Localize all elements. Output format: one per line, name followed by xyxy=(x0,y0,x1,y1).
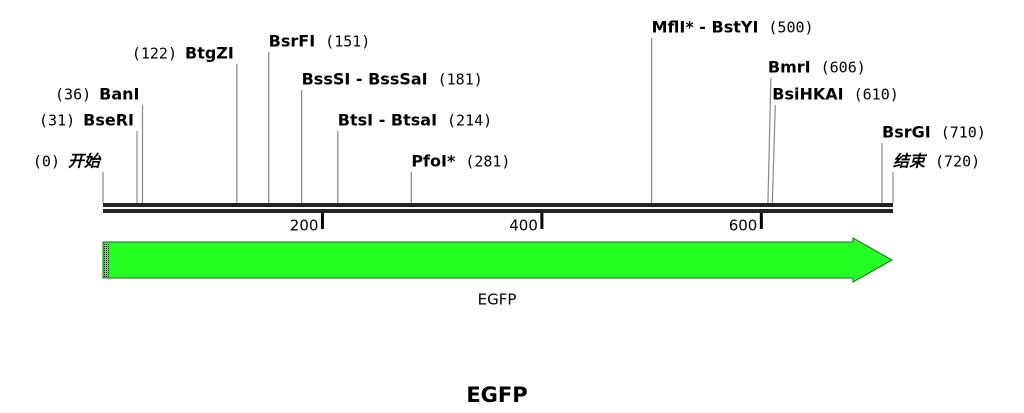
tick-label: 400 xyxy=(509,217,538,235)
site-line xyxy=(771,104,776,204)
site-position: (31) xyxy=(39,112,75,130)
site-line xyxy=(767,77,772,204)
site-position: (500) xyxy=(768,19,813,37)
site-position: (151) xyxy=(325,33,370,51)
site-name: BtgZI xyxy=(185,44,234,63)
site-position: (122) xyxy=(132,45,177,63)
site-position: (214) xyxy=(447,112,492,130)
feature-label: EGFP xyxy=(478,291,517,309)
site-name: BsiHKAI xyxy=(772,85,843,104)
site-name: 开始 xyxy=(68,152,102,171)
map-title: EGFP xyxy=(466,383,527,407)
site-position: (610) xyxy=(854,86,899,104)
site-name: BseRI xyxy=(83,111,134,130)
site-name: BssSI - BssSaI xyxy=(302,70,428,89)
tick-label: 600 xyxy=(729,217,758,235)
site-position: (606) xyxy=(821,59,866,77)
site-name: BanI xyxy=(99,85,139,104)
site-name: 结束 xyxy=(893,152,928,171)
site-position: (710) xyxy=(941,124,986,142)
site-position: (36) xyxy=(55,86,91,104)
site-name: BsrGI xyxy=(882,123,931,142)
site-name: BtsI - BtsaI xyxy=(338,111,437,130)
tick-label: 200 xyxy=(290,217,319,235)
site-position: (0) xyxy=(33,153,60,171)
feature-start xyxy=(104,243,110,277)
site-name: MflI* - BstYI xyxy=(652,18,759,37)
site-position: (720) xyxy=(935,153,980,171)
site-name: BsrFI xyxy=(269,32,316,51)
site-name: BmrI xyxy=(768,58,811,77)
site-name: PfoI* xyxy=(411,152,456,171)
feature-arrow xyxy=(102,237,894,283)
site-position: (181) xyxy=(438,71,483,89)
site-position: (281) xyxy=(465,153,510,171)
